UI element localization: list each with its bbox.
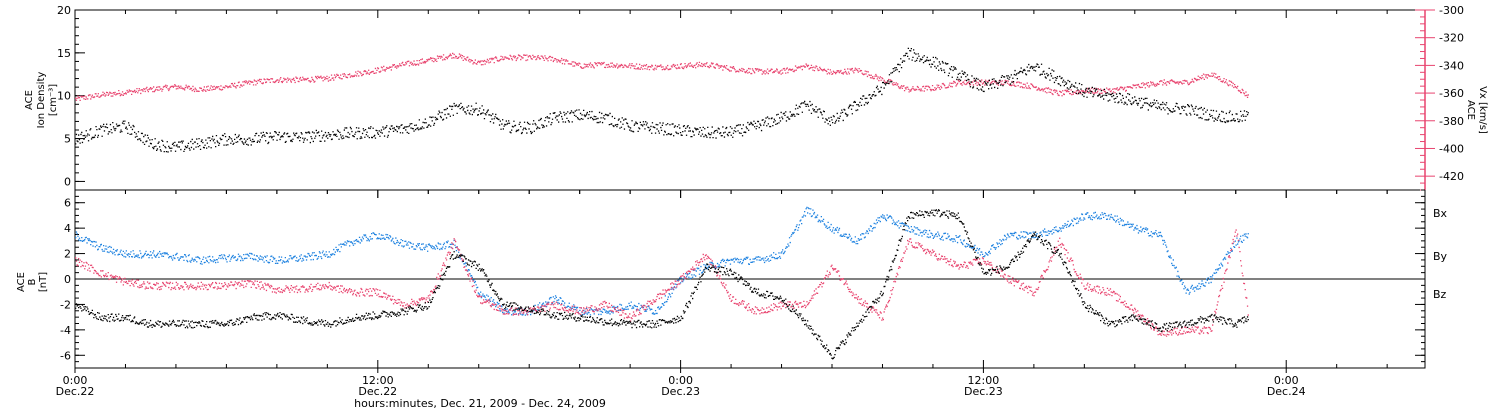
x-tick-date: Dec.23 <box>661 385 700 398</box>
bottom-left-axis-title: ACE <box>16 272 27 292</box>
top-right-y-tick-label: -360 <box>1439 87 1464 100</box>
top-left-y-tick-label: 5 <box>64 133 71 146</box>
x-tick-date: Dec.23 <box>964 385 1003 398</box>
bottom-y-tick-label: -4 <box>60 324 71 337</box>
top-left-axis-title: Ion Density <box>36 72 47 129</box>
top-left-y-tick-label: 0 <box>64 175 71 188</box>
top-left-y-tick-label: 15 <box>57 47 71 60</box>
legend-label-bx: Bx <box>1433 207 1448 220</box>
top-right-y-tick-label: -400 <box>1439 142 1464 155</box>
bottom-y-tick-label: 0 <box>64 273 71 286</box>
by-series-points <box>75 206 1249 316</box>
x-axis-title: hours:minutes, Dec. 21, 2009 - Dec. 24, … <box>354 397 606 410</box>
x-tick-time: 12:00 <box>362 374 394 387</box>
top-right-axis-title: ACE <box>1465 100 1476 120</box>
top-left-axis-title: ACE <box>24 90 35 110</box>
bottom-y-tick-label: -2 <box>60 298 71 311</box>
top-right-axis-title: Vx [km/s] <box>1477 86 1488 134</box>
bx-series <box>75 209 1249 360</box>
density-series-points <box>75 47 1249 153</box>
x-tick-time: 12:00 <box>968 374 1000 387</box>
top-right-y-tick-label: -380 <box>1439 115 1464 128</box>
legend-label-by: By <box>1433 250 1448 263</box>
x-tick-date: Dec.24 <box>1267 385 1306 398</box>
legend-label-bz: Bz <box>1433 288 1447 301</box>
by-series <box>75 206 1249 316</box>
vx-series-points <box>75 52 1249 101</box>
vx-series <box>75 52 1249 101</box>
bottom-y-tick-label: 4 <box>64 222 71 235</box>
bottom-y-tick-label: -6 <box>60 349 71 362</box>
bottom-left-axis-title: B <box>27 278 38 285</box>
top-left-y-tick-label: 20 <box>57 4 71 17</box>
top-left-y-tick-label: 10 <box>57 90 71 103</box>
bottom-left-axis-title: [nT] <box>38 272 49 292</box>
top-right-y-tick-label: -320 <box>1439 32 1464 45</box>
top-right-y-tick-label: -340 <box>1439 59 1464 72</box>
x-tick-time: 0:00 <box>668 374 693 387</box>
x-tick-time: 0:00 <box>63 374 88 387</box>
bottom-y-tick-label: 2 <box>64 248 71 261</box>
x-tick-date: Dec.22 <box>56 385 95 398</box>
x-tick-date: Dec.22 <box>358 385 397 398</box>
top-right-y-tick-label: -300 <box>1439 4 1464 17</box>
density-series <box>75 47 1249 153</box>
top-left-axis-title: [cm⁻³] <box>48 84 59 116</box>
top-right-y-tick-label: -420 <box>1439 170 1464 183</box>
bottom-y-tick-label: 6 <box>64 197 71 210</box>
x-tick-time: 0:00 <box>1274 374 1299 387</box>
top-panel-frame <box>74 9 1426 191</box>
bx-series-points <box>75 209 1249 360</box>
